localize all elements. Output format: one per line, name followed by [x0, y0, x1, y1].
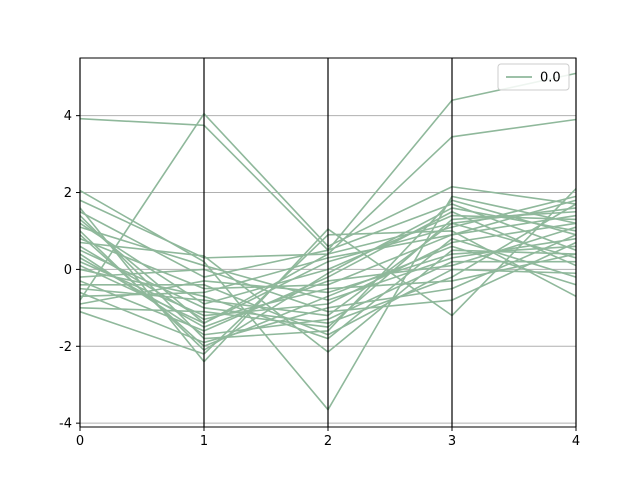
- x-tick-label: 3: [448, 434, 456, 449]
- x-tick-label: 2: [324, 434, 332, 449]
- y-tick-label: -4: [59, 417, 72, 432]
- axis-ticks: 0 1 2 3 4 -4 -2 0 2 4: [59, 109, 580, 449]
- legend-box: [497, 63, 570, 91]
- legend: 0.0: [497, 63, 570, 91]
- x-tick-label: 0: [76, 434, 84, 449]
- x-tick-label: 4: [572, 434, 580, 449]
- x-tick-label: 1: [200, 434, 208, 449]
- legend-label: 0.0: [540, 71, 561, 86]
- y-tick-label: -2: [59, 340, 72, 355]
- y-tick-label: 0: [64, 263, 72, 278]
- y-tick-label: 4: [64, 109, 72, 124]
- y-tick-label: 2: [64, 186, 72, 201]
